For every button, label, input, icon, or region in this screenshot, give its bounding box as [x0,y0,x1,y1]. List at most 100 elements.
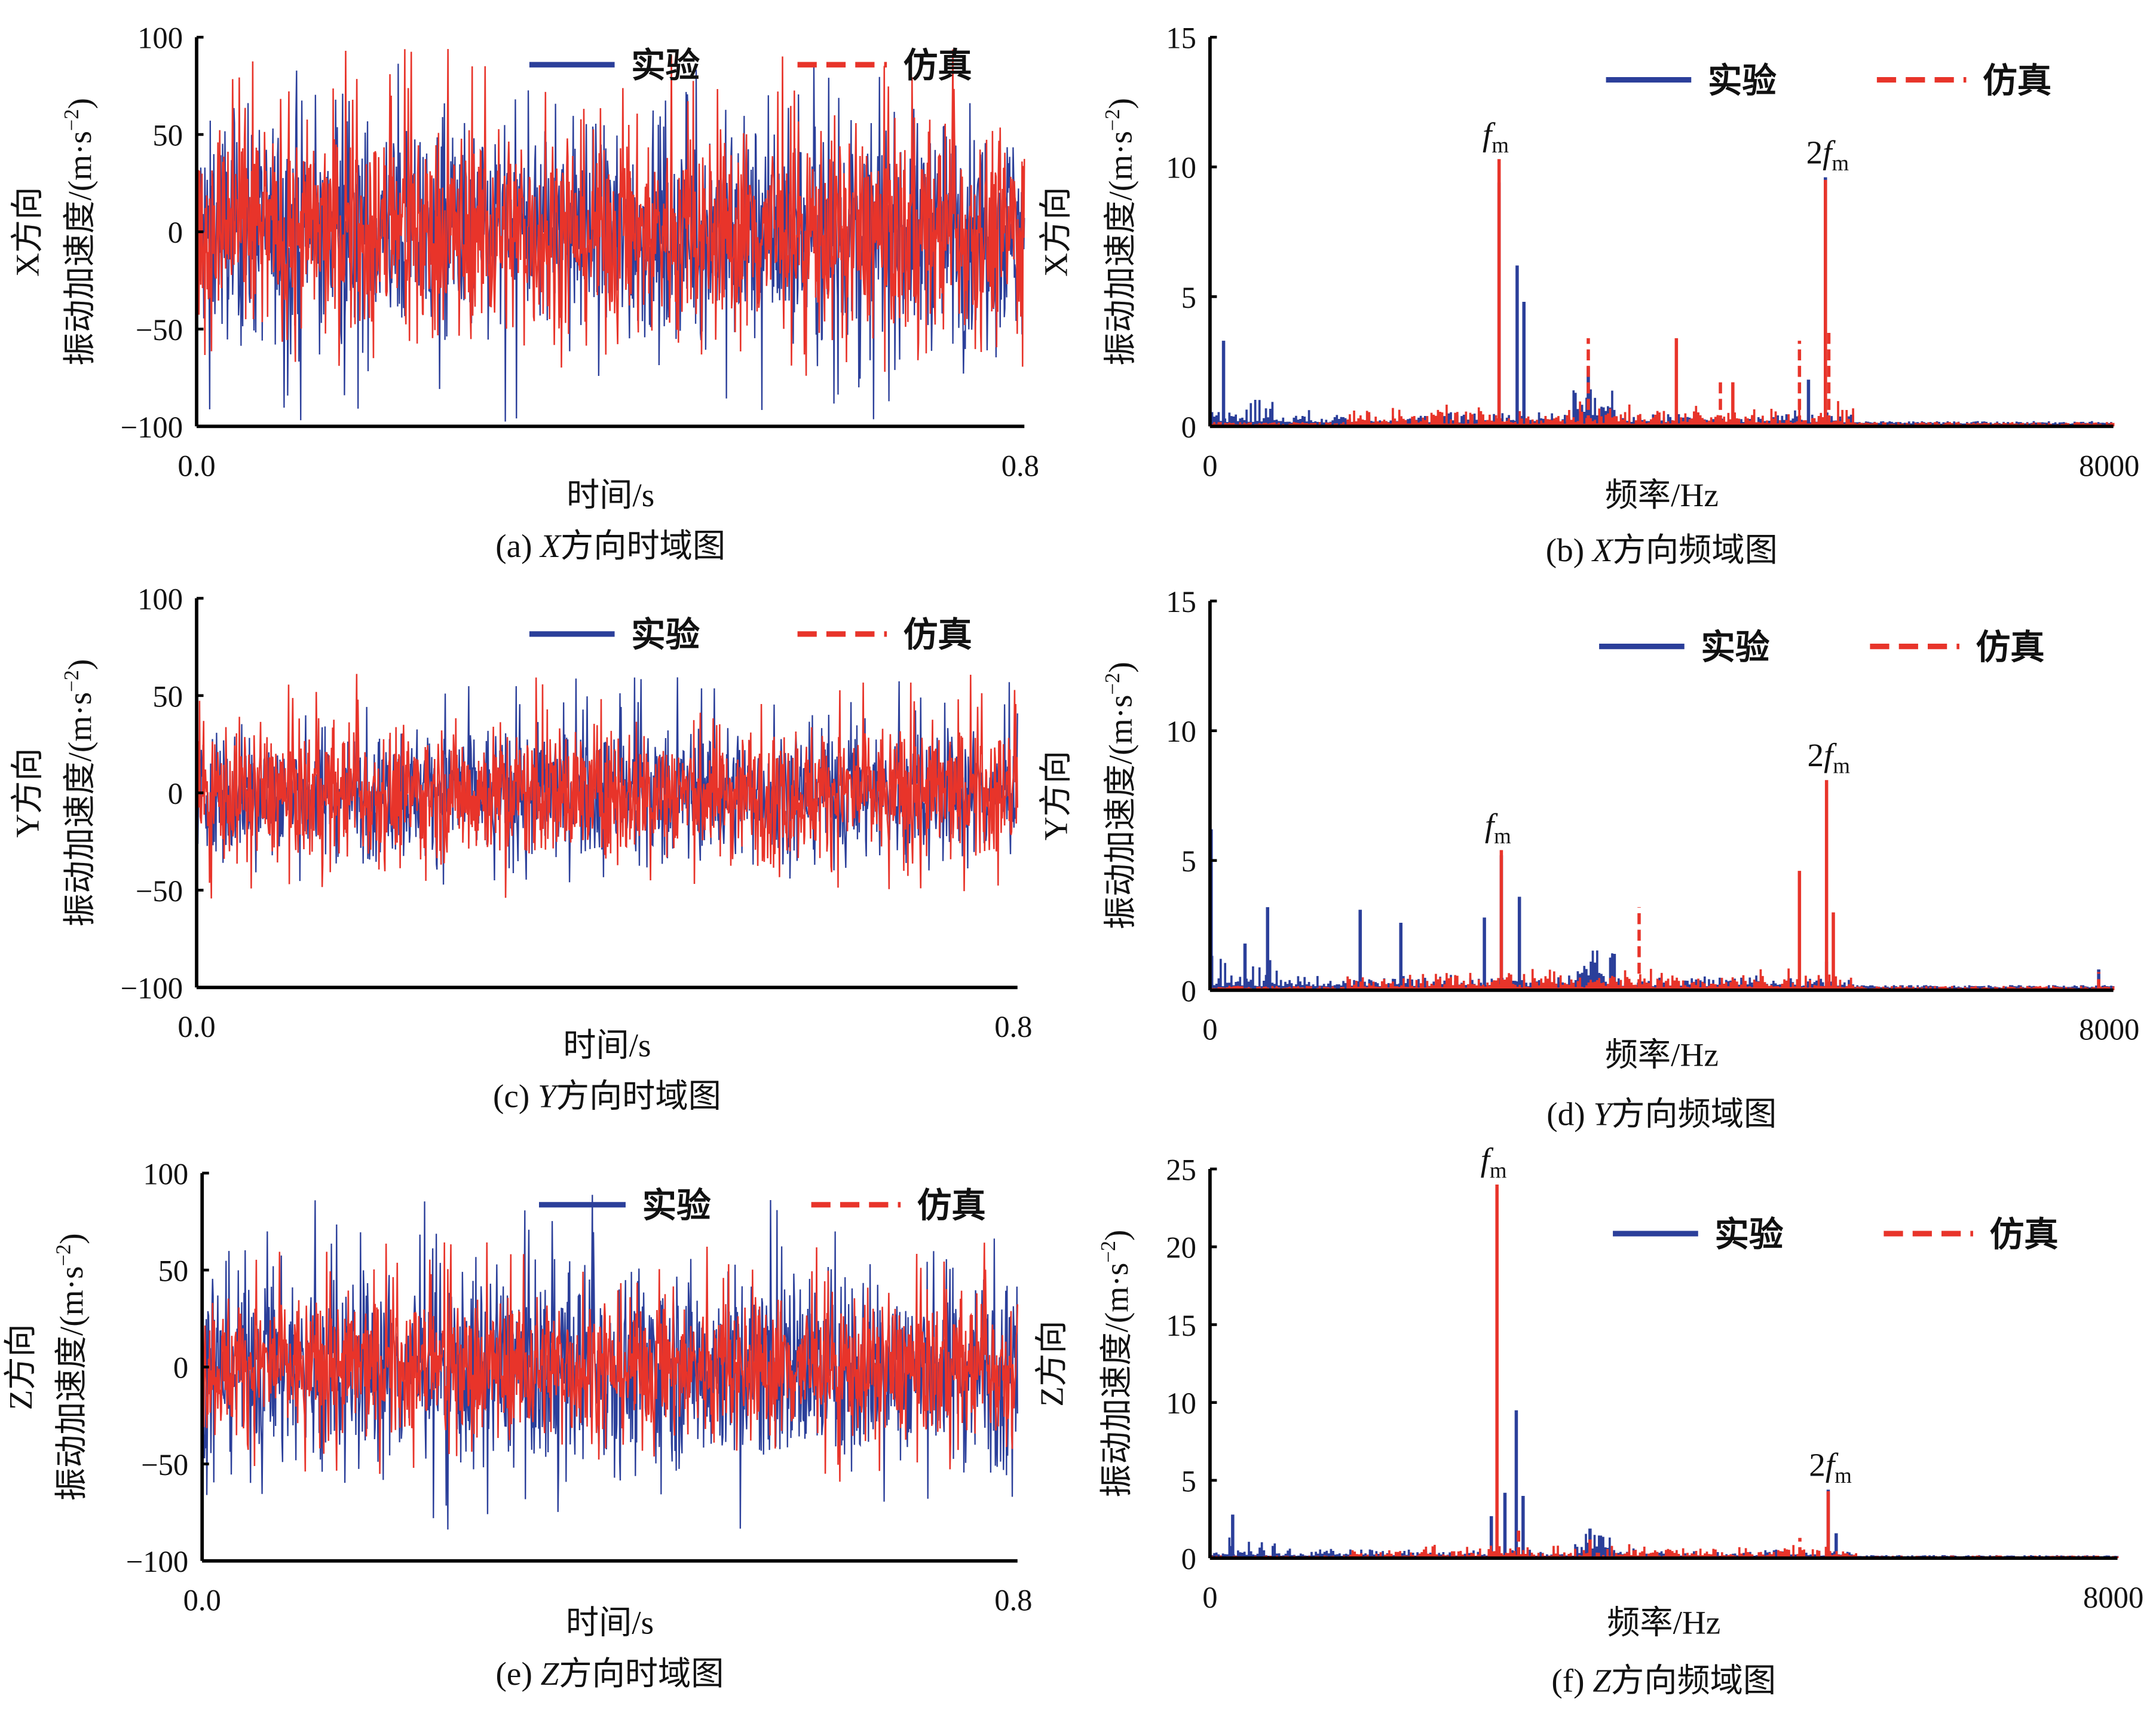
y-tick-label: 15 [1166,22,1196,55]
y-tick-label: −100 [121,972,183,1005]
chart-panel-c: 100 50 0 −50 −100 0.0 0.8 时间/s Y方向 振动加速度/(m·s−2) (… [9,582,1032,1114]
annotation-sub: m [1833,754,1850,778]
y-tick-label: 5 [1181,281,1196,314]
legend: 实验 仿真 [1613,1216,2059,1254]
y-axis-label: 振动加速度/(m·s−2) [1097,1230,1135,1498]
plot-area [195,674,1019,899]
y-tick-label: −50 [141,1448,188,1482]
y-tick-label: 0 [173,1351,188,1385]
y-tick-label: 15 [1166,1309,1196,1342]
simulation-series-line [195,49,1025,376]
peak-annotation: fm [1483,116,1509,157]
x-axis-label: 频率/Hz [1605,1036,1719,1073]
chart-panel-a: 100 50 0 −50 −100 0.0 0.8 时间/s X方向 振动加速度/(m·s−2) (… [9,22,1039,564]
y-axis-direction-label: Z方向 [2,1324,39,1410]
y-axis-label: 振动加速度/(m·s−2) [1101,662,1139,929]
legend-experiment-label: 实验 [1708,62,1777,100]
y-tick-label: 100 [137,22,183,55]
y-tick-label: −50 [136,874,183,908]
subfigure-caption: (c) Y方向时域图 [493,1078,721,1114]
chart-panel-b: fm 2fm 15 10 5 00 8000 频率/Hz X方向 振动加速度/(m·s−2) (b)… [1038,22,2140,568]
x-tick-label: 8000 [2079,1013,2139,1046]
legend-simulation-label: 仿真 [1976,628,2045,666]
y-tick-label: 0 [168,216,183,249]
y-tick-label: 15 [1166,585,1196,619]
y-axis-direction-label: X方向 [9,187,45,277]
x-axis-label: 频率/Hz [1605,477,1719,513]
y-tick-label: 0 [168,777,183,810]
plot-area [1209,1185,2119,1559]
legend-simulation-label: 仿真 [904,47,972,85]
x-axis-label: 频率/Hz [1607,1605,1720,1641]
peak-annotation: fm [1485,807,1511,848]
y-tick-label: −100 [126,1545,188,1578]
x-tick-label: 0.8 [1002,449,1039,482]
annotation-sub: m [1490,1158,1507,1183]
annotation-sub: m [1832,151,1849,175]
y-tick-label: 50 [152,118,183,152]
x-tick-label: 0 [1202,1013,1217,1046]
x-tick-label: 0.0 [177,1010,215,1043]
legend: 实验 仿真 [1599,628,2045,666]
y-tick-label: 10 [1166,715,1196,748]
annotation-coef: 2 [1809,1447,1826,1483]
legend-simulation-label: 仿真 [904,616,972,654]
legend-experiment-label: 实验 [631,47,700,85]
legend: 实验 仿真 [1606,62,2051,100]
y-tick-label: −100 [121,411,183,444]
x-tick-label: 0 [1202,1581,1217,1614]
y-tick-label: 25 [1166,1153,1196,1186]
y-tick-label: 10 [1166,151,1196,185]
annotation-sub: m [1835,1463,1852,1488]
annotation-coef: 2 [1806,134,1823,171]
y-tick-label: 5 [1181,1464,1196,1498]
chart-panel-e: 100 50 0 −50 −100 0.0 0.8 时间/s Z方向 振动加速度/(m·s−2) (… [2,1157,1033,1692]
y-tick-label: 5 [1181,844,1196,878]
y-tick-label: 0 [1181,974,1196,1008]
y-tick-label: 10 [1166,1387,1196,1420]
legend-simulation-label: 仿真 [1990,1216,2059,1254]
legend-experiment-label: 实验 [642,1187,712,1225]
chart-panel-f: fm 2fm 25 20 15 10 5 00 8000 频率/Hz Z方向 振动加速度/(m·s−2… [1034,1142,2144,1699]
peak-annotation: 2fm [1809,1447,1852,1488]
experiment-spectrum-floor [1209,1534,2119,1559]
simulation-series-line [201,1242,1019,1482]
x-tick-label: 0.8 [994,1010,1032,1043]
subfigure-caption: (f) Z方向频域图 [1551,1662,1776,1699]
y-tick-label: 100 [137,582,183,616]
annotation-sub: m [1494,824,1511,848]
x-axis-label: 时间/s [566,477,654,513]
y-axis-label: 振动加速度/(m·s−2) [60,98,98,366]
y-axis-direction-label: Y方向 [1038,751,1074,840]
annotation-sub: m [1492,133,1509,157]
y-tick-label: 0 [1181,411,1196,444]
y-tick-label: 50 [152,680,183,713]
simulation-series-line [195,674,1019,899]
y-axis-direction-label: Y方向 [9,748,45,837]
legend: 实验 仿真 [529,616,972,654]
legend: 实验 仿真 [529,47,972,85]
subfigure-caption: (b) X方向频域图 [1546,532,1778,568]
y-tick-label: 50 [158,1254,189,1288]
y-axis-label: 振动加速度/(m·s−2) [52,1233,90,1501]
peak-annotation: 2fm [1806,134,1849,176]
plot-area [1209,159,2115,427]
x-axis-label: 时间/s [563,1027,651,1063]
legend: 实验 仿真 [539,1187,986,1225]
x-tick-label: 0.0 [177,449,215,482]
legend-experiment-label: 实验 [631,616,700,654]
x-tick-label: 0 [1202,449,1217,482]
y-axis-direction-label: Z方向 [1034,1320,1070,1406]
y-tick-label: 20 [1166,1231,1196,1265]
y-tick-label: −50 [136,313,183,347]
x-tick-label: 0.0 [183,1584,221,1617]
subfigure-caption: (d) Y方向频域图 [1546,1095,1777,1132]
legend-simulation-label: 仿真 [917,1187,986,1225]
y-axis-label: 振动加速度/(m·s−2) [60,659,98,927]
x-axis-label: 时间/s [566,1605,654,1641]
plot-area [195,49,1025,422]
annotation-coef: 2 [1807,737,1824,773]
plot-area [201,1195,1019,1530]
peak-annotation: 2fm [1807,737,1850,778]
